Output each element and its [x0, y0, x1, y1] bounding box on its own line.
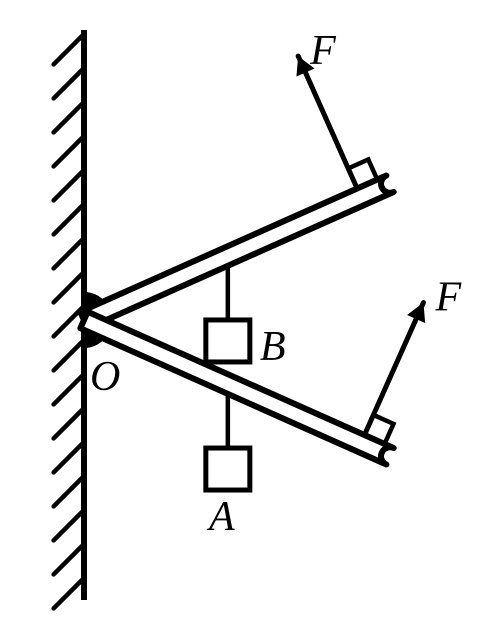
- wall-hatch: [54, 34, 84, 608]
- lower-force-label: F: [434, 275, 461, 321]
- upper-lever: [80, 176, 393, 329]
- pivot-label: O: [90, 354, 120, 400]
- lower-weight-label: A: [206, 494, 235, 540]
- lower-weight-box: [206, 448, 250, 490]
- upper-weight-label: B: [260, 324, 286, 370]
- upper-force-label: F: [309, 28, 336, 74]
- physics-diagram: B F A F O: [0, 0, 500, 631]
- upper-weight-box: [206, 320, 250, 362]
